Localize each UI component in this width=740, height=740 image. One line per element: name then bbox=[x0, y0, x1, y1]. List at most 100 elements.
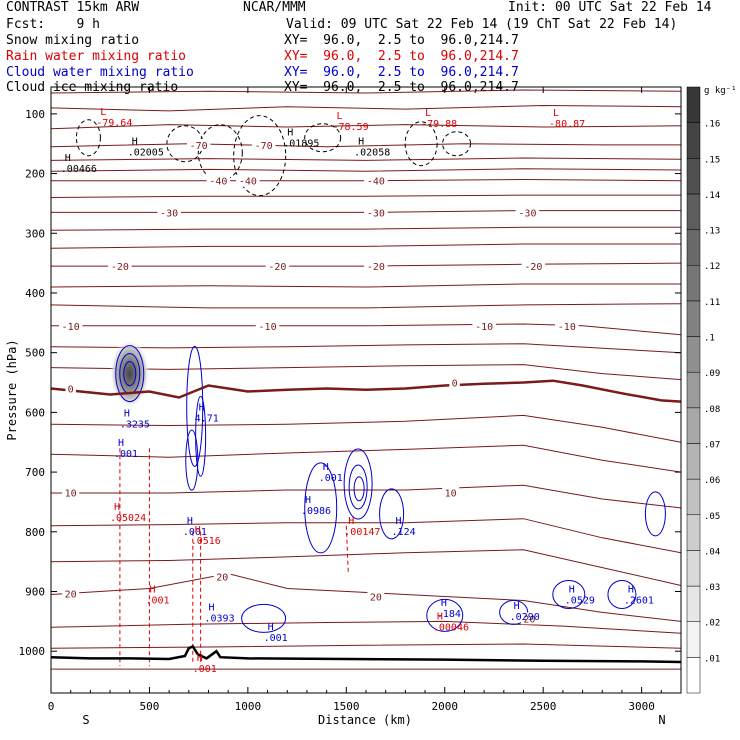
extremum-value: .00046 bbox=[433, 622, 469, 633]
isotherm-line bbox=[50, 168, 682, 172]
x-tick-label: 2000 bbox=[432, 700, 459, 713]
isotherm-line bbox=[50, 414, 682, 443]
isotherm-label: -40 bbox=[209, 177, 227, 188]
extremum-tag: H bbox=[199, 402, 205, 413]
rain-water-contour bbox=[345, 525, 349, 574]
colorbar-level-label: .03 bbox=[704, 583, 720, 593]
isotherm-label: -20 bbox=[111, 262, 129, 273]
colorbar-swatch bbox=[686, 193, 701, 230]
cloud-water-contour bbox=[379, 488, 405, 540]
colorbar-swatch bbox=[686, 371, 701, 409]
cloud-ice-contour bbox=[75, 119, 101, 157]
y-tick-label: 600 bbox=[25, 406, 45, 419]
isotherm-label: -10 bbox=[558, 322, 576, 333]
isotherm-line bbox=[50, 444, 682, 473]
x-tick-label: 0 bbox=[48, 700, 55, 713]
isotherm-line bbox=[50, 573, 682, 622]
cloud-water-contour bbox=[552, 579, 586, 609]
colorbar-swatch bbox=[686, 514, 701, 551]
isotherm-label-bg bbox=[364, 260, 388, 273]
isotherm-label: 20 bbox=[65, 589, 77, 600]
extremum-tag: H bbox=[65, 153, 71, 164]
cloud-ice-contour bbox=[197, 124, 243, 182]
colorbar-level-label: .1 bbox=[704, 334, 715, 344]
isotherm-label: 20 bbox=[216, 573, 228, 584]
isotherm-label: -30 bbox=[518, 208, 536, 219]
cloud-water-contour bbox=[123, 361, 137, 387]
y-tick-label: 800 bbox=[25, 526, 45, 539]
isotherm-line bbox=[51, 484, 682, 509]
colorbar-level-label: .12 bbox=[704, 262, 720, 272]
isotherm-line bbox=[50, 303, 682, 309]
isotherm-label: 20 bbox=[523, 614, 535, 625]
cloud-water-contour bbox=[353, 476, 365, 502]
isotherm-line bbox=[50, 643, 682, 649]
extremum-tag: H bbox=[348, 516, 354, 527]
y-tick-label: 1000 bbox=[19, 645, 46, 658]
isotherm-label: 20 bbox=[370, 592, 382, 603]
isotherm-label: 0 bbox=[452, 379, 458, 390]
isotherm-label-bg bbox=[62, 587, 80, 600]
isotherm-line bbox=[50, 549, 682, 586]
extremum-tag: H bbox=[437, 611, 443, 622]
header-title: CONTRAST 15km ARW bbox=[6, 0, 140, 15]
isotherm-line bbox=[50, 104, 682, 112]
x-tick-label: 1500 bbox=[333, 700, 360, 713]
colorbar-swatch bbox=[686, 158, 701, 195]
isotherm-label-bg bbox=[442, 486, 460, 499]
isotherm-line bbox=[50, 243, 681, 249]
snow-maximum-shading bbox=[109, 339, 150, 408]
colorbar-unit: g kg⁻¹ bbox=[704, 86, 737, 96]
extremum-value: .0290 bbox=[510, 612, 540, 623]
extremum-value: .2601 bbox=[624, 595, 654, 606]
isotherm-line bbox=[50, 226, 681, 231]
x-tick-label: 500 bbox=[140, 700, 160, 713]
cloud-water-contours bbox=[115, 345, 666, 633]
extremum-value: .0516 bbox=[191, 536, 221, 547]
colorbar-level-label: .15 bbox=[704, 155, 720, 165]
isotherm-label: -30 bbox=[367, 208, 385, 219]
x-tick-label: 2500 bbox=[530, 700, 557, 713]
isotherm-label-bg bbox=[108, 260, 132, 273]
cloud-water-contour bbox=[644, 491, 666, 537]
extremum-value: .02058 bbox=[354, 148, 390, 159]
colorbar-swatch bbox=[686, 407, 701, 444]
cloud-water-contour bbox=[195, 395, 207, 477]
extremum-value: .00147 bbox=[344, 527, 380, 538]
extremum-value: .01895 bbox=[283, 139, 319, 150]
isotherm-label-bg bbox=[213, 570, 231, 583]
isotherm-label-bg bbox=[251, 138, 276, 151]
cloud-ice-contour bbox=[404, 121, 438, 167]
isotherm-line bbox=[50, 89, 682, 94]
colorbar-level-label: .07 bbox=[704, 440, 720, 450]
cloud-water-contour bbox=[241, 603, 287, 633]
header-center: NCAR/MMM bbox=[243, 0, 306, 15]
isotherm-label: -70 bbox=[190, 141, 208, 152]
colorbar-level-label: .14 bbox=[704, 191, 720, 201]
colorbar-swatch bbox=[686, 300, 701, 337]
y-tick-label: 300 bbox=[25, 227, 45, 240]
extremum-value: .0393 bbox=[205, 613, 235, 624]
extrema-labels: L-79.64L-78.59L-79.88L-80.87H.02005H.018… bbox=[61, 107, 654, 675]
colorbar-swatch bbox=[686, 229, 701, 266]
colorbar-swatch bbox=[686, 478, 701, 516]
field-xy-cloud-water: XY= 96.0, 2.5 to 96.0,214.7 bbox=[284, 65, 519, 80]
isotherm-label: -10 bbox=[62, 322, 80, 333]
isotherm-label: 10 bbox=[65, 488, 77, 499]
y-tick-label: 100 bbox=[25, 108, 45, 121]
freezing-level-line bbox=[50, 379, 682, 403]
isotherm-label: -10 bbox=[475, 322, 493, 333]
isotherm-line bbox=[50, 283, 681, 288]
extremum-value: -79.88 bbox=[421, 119, 457, 130]
y-tick-label: 700 bbox=[25, 466, 45, 479]
freezing-level-path bbox=[50, 379, 682, 403]
extremum-value: .001 bbox=[319, 473, 343, 484]
isotherm-label-bg bbox=[157, 206, 181, 219]
y-tick-label: 500 bbox=[25, 347, 45, 360]
colorbar-swatch bbox=[686, 621, 701, 658]
extremum-tag: H bbox=[197, 653, 203, 664]
y-axis-label: Pressure (hPa) bbox=[5, 339, 19, 440]
y-tick-label: 400 bbox=[25, 287, 45, 300]
isotherm-label-bg bbox=[65, 382, 76, 395]
